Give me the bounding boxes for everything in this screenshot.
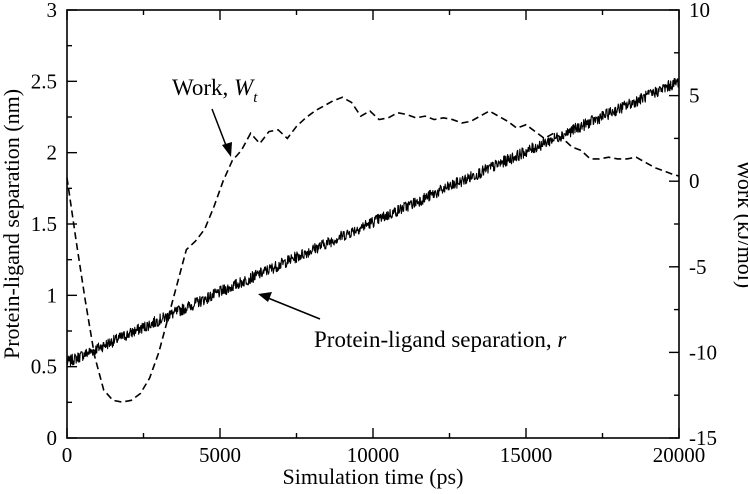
y-right-tick-label: 0 <box>689 169 700 193</box>
y-left-axis-title: Protein-ligand separation (nm) <box>0 89 24 359</box>
work-annotation-arrow <box>211 108 232 157</box>
x-tick-label: 10000 <box>347 443 400 467</box>
y-right-tick-label: 10 <box>689 0 710 22</box>
tick-marks <box>66 9 680 439</box>
y-left-tick-label: 0.5 <box>31 355 57 379</box>
y-left-tick-label: 1 <box>47 283 58 307</box>
y-left-tick-label: 2 <box>47 141 58 165</box>
x-axis-title: Simulation time (ps) <box>283 464 464 489</box>
work-annotation-label: Work, Wt <box>172 75 258 106</box>
x-tick-label: 0 <box>62 443 73 467</box>
y-left-tick-label: 0 <box>47 426 58 450</box>
x-tick-label: 20000 <box>653 443 706 467</box>
y-right-tick-label: -5 <box>689 255 707 279</box>
x-tick-label: 5000 <box>199 443 241 467</box>
y-right-axis-title: Work (kJ/mol) <box>733 160 748 288</box>
y-left-tick-label: 2.5 <box>31 69 57 93</box>
separation-annotation-arrow <box>258 292 321 320</box>
separation-annotation-label: Protein-ligand separation, r <box>314 327 567 352</box>
y-left-tick-label: 3 <box>47 0 58 22</box>
plot-frame <box>66 9 680 439</box>
separation-series-line <box>66 78 680 367</box>
y-right-tick-label: -10 <box>689 340 717 364</box>
data-series <box>66 78 680 403</box>
x-tick-label: 15000 <box>500 443 553 467</box>
y-right-tick-label: -15 <box>689 426 717 450</box>
y-right-tick-label: 5 <box>689 84 700 108</box>
tick-labels: 0 5000 10000 15000 20000 0 0.5 1 1.5 2 2.5 3 -15 -10 -… <box>31 0 717 467</box>
work-series-line <box>66 96 680 403</box>
y-left-tick-label: 1.5 <box>31 212 57 236</box>
